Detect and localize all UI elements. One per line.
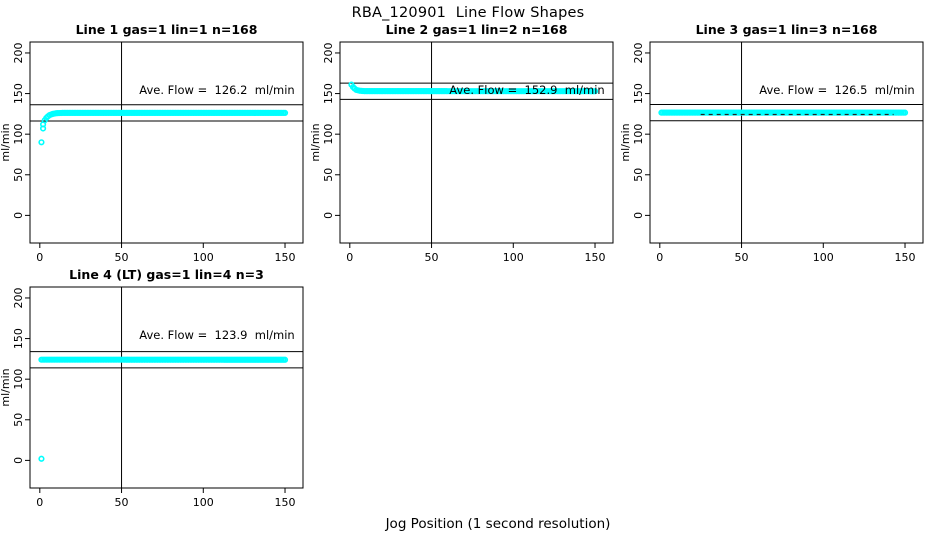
flow-panel-1: Line 1 gas=1 lin=1 n=168 0 50 100 150 0 50 100 1… — [0, 22, 304, 264]
avg-flow-annotation: Ave. Flow = 126.5 ml/min — [759, 83, 914, 97]
data-point — [281, 356, 289, 363]
y-axis-label: ml/min — [310, 123, 322, 161]
x-tick-label: 0 — [36, 496, 43, 509]
y-tick-label: 100 — [322, 124, 335, 145]
plot-box — [339, 41, 614, 244]
y-axis-label: ml/min — [0, 123, 12, 161]
panel-title: Line 4 (LT) gas=1 lin=4 n=3 — [69, 267, 264, 282]
data-point — [281, 109, 289, 116]
y-tick-label: 200 — [12, 287, 25, 308]
x-tick-label: 50 — [115, 251, 129, 264]
x-tick-label: 50 — [425, 251, 439, 264]
plot-box — [29, 41, 304, 244]
y-tick-label: 200 — [322, 42, 335, 63]
flow-panel-3: Line 3 gas=1 lin=3 n=168 0 50 100 150 0 50 100 1… — [620, 22, 924, 264]
y-tick-label: 50 — [632, 168, 645, 182]
panel-title: Line 2 gas=1 lin=2 n=168 — [386, 22, 568, 37]
data-point — [38, 455, 45, 462]
x-tick-label: 150 — [275, 496, 296, 509]
y-tick-label: 100 — [12, 369, 25, 390]
x-tick-label: 0 — [36, 251, 43, 264]
data-point — [38, 139, 45, 146]
y-tick-label: 0 — [12, 457, 25, 464]
y-tick-label: 200 — [632, 42, 645, 63]
y-tick-label: 50 — [12, 413, 25, 427]
y-tick-label: 150 — [322, 83, 335, 104]
x-tick-label: 100 — [193, 251, 214, 264]
y-tick-label: 50 — [322, 168, 335, 182]
panel-title: Line 3 gas=1 lin=3 n=168 — [696, 22, 878, 37]
y-tick-label: 50 — [12, 168, 25, 182]
x-tick-label: 50 — [115, 496, 129, 509]
flow-panel-4: Line 4 (LT) gas=1 lin=4 n=3 0 50 100 150 0 50 1… — [0, 267, 304, 509]
panel-title: Line 1 gas=1 lin=1 n=168 — [76, 22, 258, 37]
avg-flow-annotation: Ave. Flow = 123.9 ml/min — [139, 328, 294, 342]
x-tick-label: 100 — [503, 251, 524, 264]
y-tick-label: 0 — [12, 212, 25, 219]
x-tick-label: 150 — [895, 251, 916, 264]
y-axis-label: ml/min — [0, 368, 12, 406]
y-tick-label: 100 — [12, 124, 25, 145]
data-point — [901, 109, 909, 116]
figure-title: RBA_120901 Line Flow Shapes — [351, 5, 585, 21]
y-tick-label: 150 — [632, 83, 645, 104]
plot-box — [649, 41, 924, 244]
y-tick-label: 150 — [12, 328, 25, 349]
figure-xlabel: Jog Position (1 second resolution) — [385, 516, 611, 532]
y-tick-label: 0 — [322, 212, 335, 219]
x-tick-label: 150 — [275, 251, 296, 264]
data-series — [38, 109, 289, 146]
x-tick-label: 150 — [585, 251, 606, 264]
x-tick-label: 0 — [656, 251, 663, 264]
y-tick-label: 150 — [12, 83, 25, 104]
y-tick-label: 100 — [632, 124, 645, 145]
y-tick-label: 0 — [632, 212, 645, 219]
y-axis-label: ml/min — [620, 123, 632, 161]
x-tick-label: 100 — [813, 251, 834, 264]
avg-flow-annotation: Ave. Flow = 152.9 ml/min — [449, 83, 604, 97]
data-series — [38, 356, 289, 462]
x-tick-label: 100 — [193, 496, 214, 509]
flow-panel-2: Line 2 gas=1 lin=2 n=168 0 50 100 150 0 50 100 1… — [310, 22, 614, 264]
x-tick-label: 50 — [735, 251, 749, 264]
data-point — [591, 88, 599, 95]
plot-box — [29, 286, 304, 489]
x-tick-label: 0 — [346, 251, 353, 264]
data-series — [348, 81, 599, 95]
avg-flow-annotation: Ave. Flow = 126.2 ml/min — [139, 83, 294, 97]
y-tick-label: 200 — [12, 42, 25, 63]
